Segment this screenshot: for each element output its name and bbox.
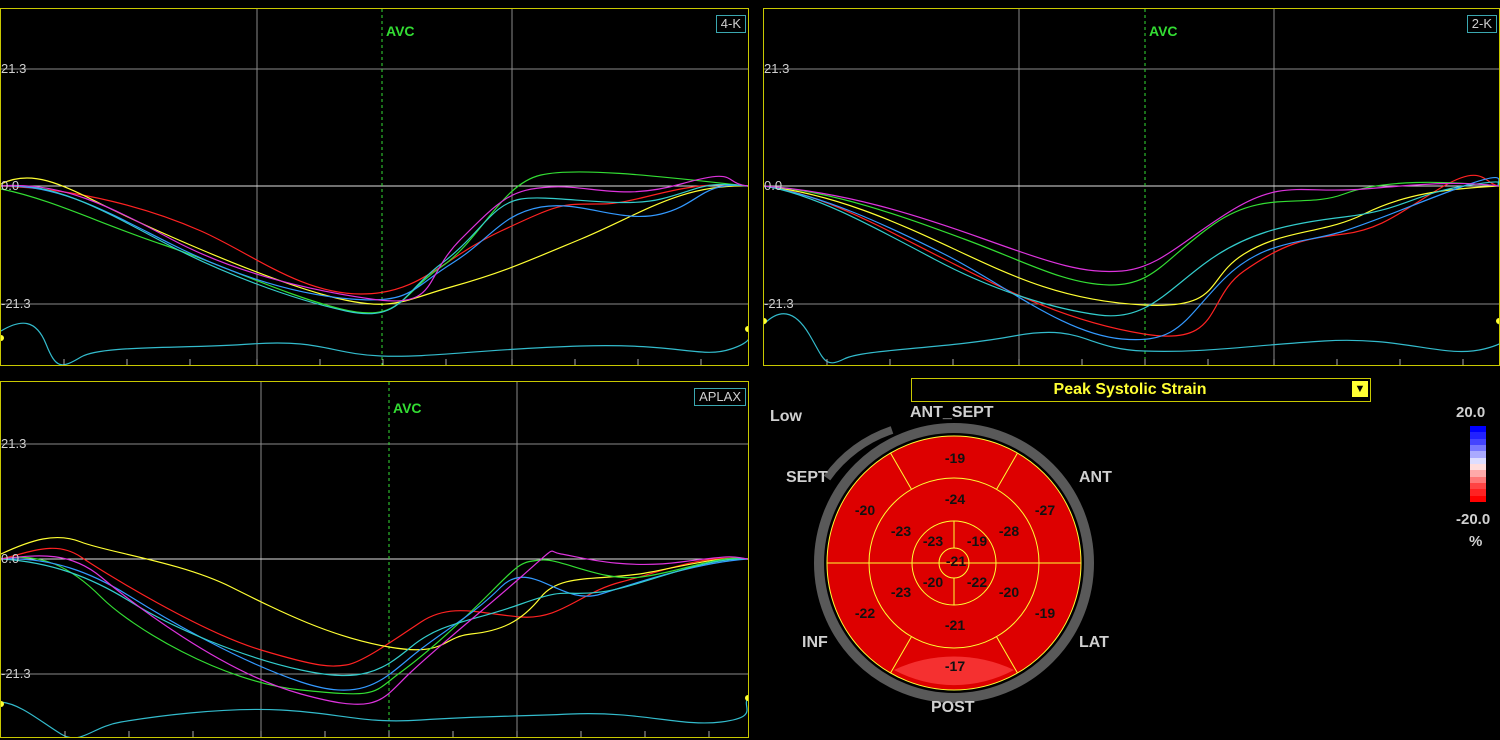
wall-label-post: POST [931, 699, 975, 716]
y-min-label: -21.3 [1, 296, 31, 311]
y-zero-label: 0.0 [1, 551, 20, 566]
segment-value-apical-inf[interactable]: -20 [922, 574, 944, 590]
wall-label-sept: SEPT [786, 469, 828, 486]
view-label-4k[interactable]: 4-K [715, 15, 746, 33]
segment-value-mid-lat[interactable]: -20 [998, 584, 1020, 600]
segment-value-basal-inf[interactable]: -22 [854, 605, 876, 621]
strain-curves-aplax [1, 382, 748, 737]
color-scale-bar [1470, 426, 1486, 502]
segment-value-basal-ant[interactable]: -27 [1034, 502, 1056, 518]
view-label-2k[interactable]: 2-K [1466, 15, 1497, 33]
scale-unit-label: % [1469, 533, 1483, 550]
segment-value-mid-ant-sept[interactable]: -24 [944, 491, 966, 507]
segment-value-basal-lat[interactable]: -19 [1034, 605, 1056, 621]
triangle-down-icon[interactable]: ▼ [1352, 381, 1368, 397]
segment-value-mid-inf[interactable]: -23 [890, 584, 912, 600]
wall-label-ant-sept: ANT_SEPT [910, 404, 994, 421]
strain-graph-aplax[interactable]: AVC APLAX 21.3 0.0 -21.3 [0, 381, 749, 738]
segment-value-basal-sept[interactable]: -20 [854, 502, 876, 518]
y-min-label: -21.3 [1, 666, 31, 681]
bullseye-outer-ring [814, 423, 1094, 703]
segment-value-apex[interactable]: -21 [945, 553, 967, 569]
orientation-arc [823, 426, 894, 481]
segment-value-basal-ant-sept[interactable]: -19 [944, 450, 966, 466]
strain-curves-2k [764, 9, 1499, 365]
wall-label-ant: ANT [1079, 469, 1112, 486]
segment-value-mid-post[interactable]: -21 [944, 617, 966, 633]
segment-value-mid-sept[interactable]: -23 [890, 523, 912, 539]
wall-label-lat: LAT [1079, 634, 1109, 651]
bullseye-plot[interactable] [812, 418, 1102, 708]
scale-min-label: -20.0 [1456, 511, 1491, 528]
avc-marker-label: AVC [386, 23, 415, 39]
view-label-aplax[interactable]: APLAX [694, 388, 746, 406]
segment-value-basal-post[interactable]: -17 [944, 658, 966, 674]
segment-value-mid-ant[interactable]: -28 [998, 523, 1020, 539]
segment-post-basal-highlight [894, 656, 1014, 686]
parameter-dropdown[interactable]: Peak Systolic Strain ▼ [911, 378, 1371, 402]
avc-marker-label: AVC [1149, 23, 1178, 39]
y-min-label: -21.3 [764, 296, 794, 311]
parameter-dropdown-label: Peak Systolic Strain [1053, 381, 1207, 398]
y-zero-label: 0.0 [1, 178, 20, 193]
y-zero-label: 0.0 [764, 178, 783, 193]
segment-value-apical-lat[interactable]: -22 [966, 574, 988, 590]
y-max-label: 21.3 [764, 61, 790, 76]
avc-marker-label: AVC [393, 400, 422, 416]
y-max-label: 21.3 [1, 61, 27, 76]
segment-value-apical-ant[interactable]: -19 [966, 533, 988, 549]
wall-label-inf: INF [802, 634, 828, 651]
strain-graph-4k[interactable]: AVC 4-K 21.3 0.0 -21.3 [0, 8, 749, 366]
orientation-low-label: Low [770, 408, 802, 425]
strain-graph-2k[interactable]: AVC 2-K 21.3 0.0 -21.3 [763, 8, 1500, 366]
segment-value-apical-sept[interactable]: -23 [922, 533, 944, 549]
strain-curves-4k [1, 9, 748, 365]
y-max-label: 21.3 [1, 436, 27, 451]
scale-max-label: 20.0 [1456, 404, 1486, 421]
